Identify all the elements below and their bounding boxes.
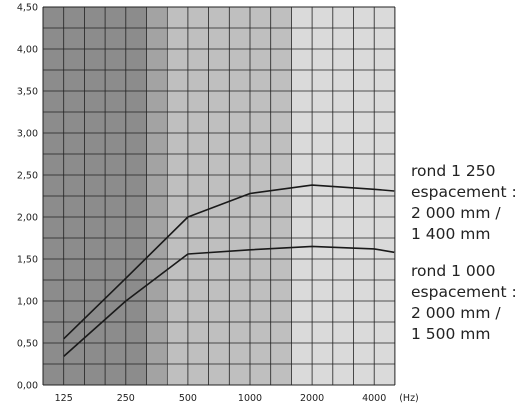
x-unit-label: (Hz)	[399, 393, 419, 404]
y-tick-label: 0,00	[17, 381, 38, 392]
y-tick-label: 0,50	[17, 339, 38, 350]
series-label-line: 2 000 mm /	[411, 203, 517, 224]
y-tick-label: 2,50	[17, 171, 38, 182]
series-label-line: 1 400 mm	[411, 224, 517, 245]
y-tick-label: 2,00	[17, 213, 38, 224]
x-tick-label: 2000	[300, 393, 324, 404]
y-tick-label: 4,50	[17, 3, 38, 14]
x-tick-label: 1000	[238, 393, 262, 404]
x-tick-label: 125	[55, 393, 73, 404]
series-label-rond-1250: rond 1 250 espacement : 2 000 mm / 1 400…	[411, 161, 517, 245]
y-tick-labels: 0,00 0,50 1,00 1,50 2,00 2,50 3,00 3,50 4,00 4,50	[17, 3, 38, 392]
series-label-rond-1000: rond 1 000 espacement : 2 000 mm / 1 500…	[411, 261, 517, 345]
series-label-line: rond 1 000	[411, 261, 517, 282]
series-label-line: espacement :	[411, 282, 517, 303]
x-tick-labels: 125 250 500 1000 2000 4000 (Hz)	[55, 393, 419, 404]
y-tick-label: 3,50	[17, 87, 38, 98]
series-label-line: rond 1 250	[411, 161, 517, 182]
x-tick-label: 500	[179, 393, 197, 404]
y-tick-label: 4,00	[17, 45, 38, 56]
series-label-line: espacement :	[411, 182, 517, 203]
series-label-line: 1 500 mm	[411, 324, 517, 345]
series-label-line: 2 000 mm /	[411, 303, 517, 324]
y-tick-label: 1,50	[17, 255, 38, 266]
x-tick-label: 4000	[362, 393, 386, 404]
y-tick-label: 3,00	[17, 129, 38, 140]
y-tick-label: 1,00	[17, 297, 38, 308]
x-tick-label: 250	[117, 393, 135, 404]
